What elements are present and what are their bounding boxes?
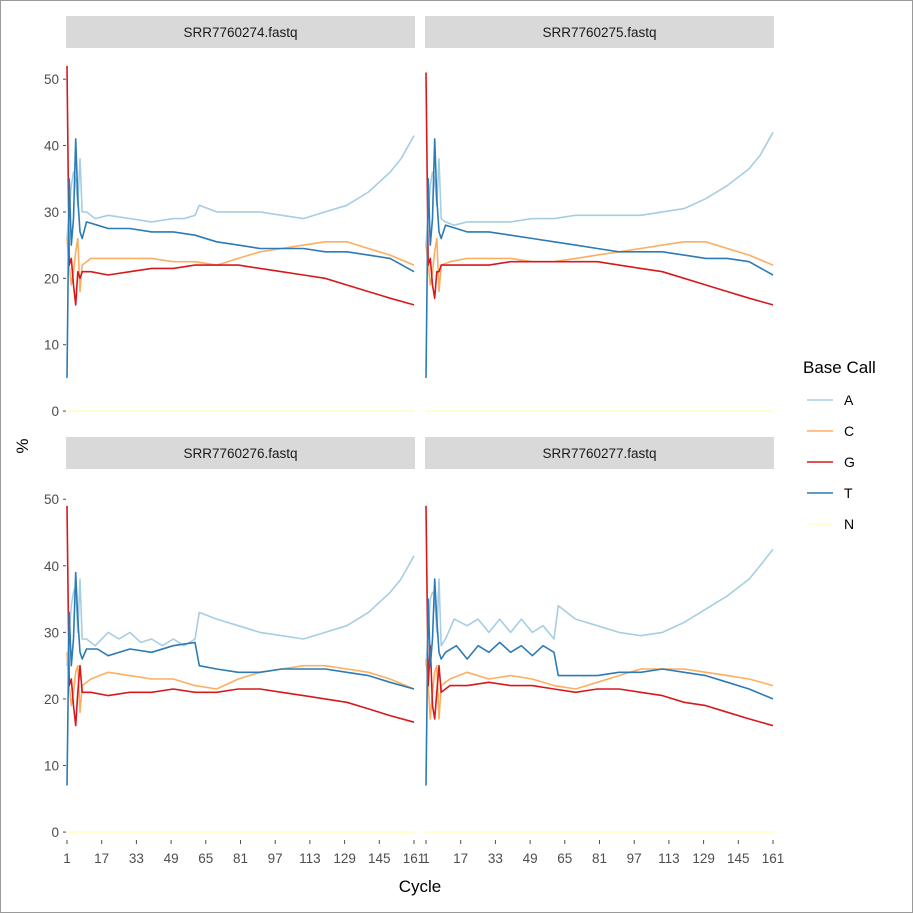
y-tick-label: 10 bbox=[44, 759, 59, 774]
y-tick-label: 50 bbox=[44, 72, 59, 87]
y-tick-label: 40 bbox=[44, 139, 59, 154]
x-axis-title: Cycle bbox=[399, 877, 442, 896]
x-tick-label: 145 bbox=[727, 851, 750, 866]
y-tick-label: 20 bbox=[44, 692, 59, 707]
y-tick-label: 50 bbox=[44, 492, 59, 507]
legend-label-N: N bbox=[844, 516, 854, 532]
x-tick-label: 17 bbox=[453, 851, 468, 866]
y-axis-title: % bbox=[13, 438, 32, 453]
x-tick-label: 161 bbox=[762, 851, 785, 866]
x-tick-label: 1 bbox=[63, 851, 71, 866]
series-line-T bbox=[66, 571, 415, 786]
facet-panel: SRR7760277.fastq bbox=[425, 437, 774, 833]
x-tick-label: 81 bbox=[592, 851, 607, 866]
series-line-T bbox=[425, 138, 774, 378]
facet-strip bbox=[425, 437, 774, 469]
legend-label-C: C bbox=[844, 423, 854, 439]
series-line-A bbox=[66, 555, 415, 666]
series-line-G bbox=[66, 505, 415, 727]
series-line-T bbox=[425, 578, 774, 786]
y-tick-label: 30 bbox=[44, 205, 59, 220]
x-tick-label: 49 bbox=[523, 851, 538, 866]
series-line-G bbox=[66, 65, 415, 306]
x-tick-label: 129 bbox=[692, 851, 715, 866]
facet-panel: SRR7760274.fastq 0 10 20 30 40 50 bbox=[44, 16, 415, 419]
facet-panel: SRR7760276.fastq 0 10 20 30 40 50 bbox=[44, 437, 415, 840]
series-line-A bbox=[425, 131, 774, 246]
facet-title: SRR7760274.fastq bbox=[183, 25, 297, 40]
x-tick-label: 81 bbox=[233, 851, 248, 866]
x-tick-label: 97 bbox=[268, 851, 283, 866]
facet-title: SRR7760276.fastq bbox=[183, 446, 297, 461]
x-tick-label: 33 bbox=[129, 851, 144, 866]
series-line-C bbox=[66, 237, 415, 293]
y-tick-label: 0 bbox=[51, 825, 59, 840]
x-tick-label: 97 bbox=[627, 851, 642, 866]
y-tick-label: 0 bbox=[51, 404, 59, 419]
x-tick-label: 129 bbox=[333, 851, 356, 866]
y-tick-label: 20 bbox=[44, 271, 59, 286]
facet-strip bbox=[66, 437, 415, 469]
x-tick-label: 113 bbox=[658, 851, 680, 866]
x-tick-label: 49 bbox=[164, 851, 179, 866]
series-line-C bbox=[425, 658, 774, 720]
facet-title: SRR7760275.fastq bbox=[542, 25, 656, 40]
x-tick-label: 145 bbox=[368, 851, 391, 866]
facet-title: SRR7760277.fastq bbox=[542, 446, 656, 461]
legend-label-T: T bbox=[844, 485, 853, 501]
series-line-A bbox=[425, 548, 774, 666]
legend-title: Base Call bbox=[803, 358, 876, 377]
series-line-G bbox=[425, 72, 774, 306]
y-tick-label: 30 bbox=[44, 625, 59, 640]
x-tick-label: 1 bbox=[422, 851, 430, 866]
x-tick-label: 65 bbox=[198, 851, 213, 866]
x-tick-label: 65 bbox=[557, 851, 572, 866]
series-line-T bbox=[66, 138, 415, 378]
series-line-G bbox=[425, 505, 774, 727]
series-line-C bbox=[66, 652, 415, 714]
panels-layer: SRR7760274.fastq 0 10 20 30 40 50 SRR7760275.fa… bbox=[44, 16, 774, 840]
x-tick-label: 161 bbox=[403, 851, 426, 866]
facet-strip bbox=[66, 16, 415, 48]
series-line-A bbox=[66, 135, 415, 239]
y-tick-label: 40 bbox=[44, 559, 59, 574]
x-tick-label: 17 bbox=[94, 851, 109, 866]
x-tick-label: 33 bbox=[488, 851, 503, 866]
x-tick-label: 113 bbox=[299, 851, 321, 866]
legend-label-A: A bbox=[844, 392, 854, 408]
facet-panel: SRR7760275.fastq bbox=[425, 16, 774, 412]
y-tick-label: 10 bbox=[44, 338, 59, 353]
facet-strip bbox=[425, 16, 774, 48]
legend-label-G: G bbox=[844, 454, 855, 470]
series-line-C bbox=[425, 237, 774, 293]
